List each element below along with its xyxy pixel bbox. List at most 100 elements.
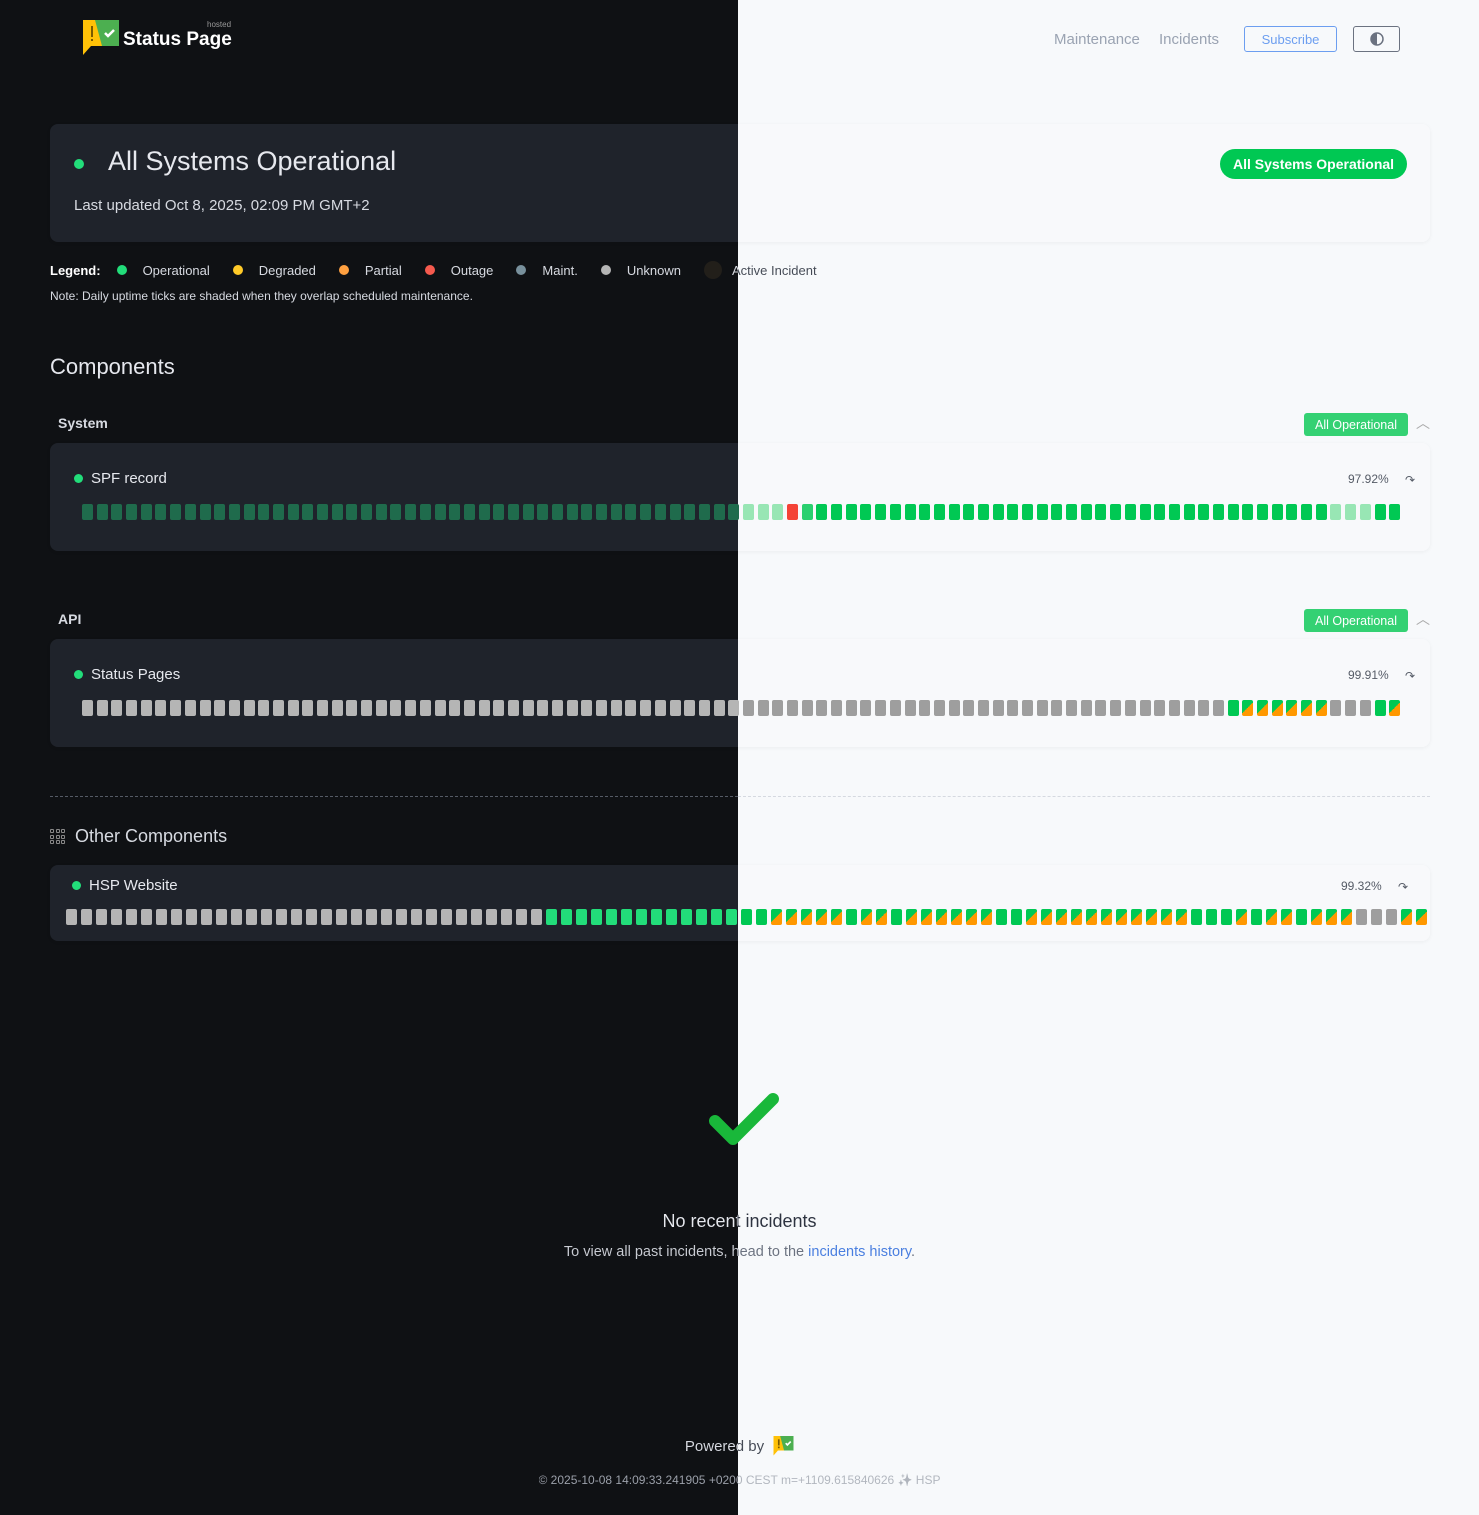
uptime-tick[interactable] [640,700,652,716]
uptime-tick[interactable] [684,504,696,520]
uptime-tick[interactable] [996,909,1007,925]
uptime-tick[interactable] [346,504,358,520]
uptime-tick[interactable] [1036,504,1048,520]
uptime-tick[interactable] [111,700,123,716]
uptime-tick[interactable] [1311,909,1322,925]
uptime-tick[interactable] [610,504,622,520]
uptime-tick[interactable] [936,909,947,925]
uptime-tick[interactable] [471,909,482,925]
uptime-tick[interactable] [243,504,255,520]
uptime-tick[interactable] [1056,909,1067,925]
uptime-tick[interactable] [246,909,257,925]
uptime-tick[interactable] [651,909,662,925]
uptime-tick[interactable] [772,504,784,520]
uptime-tick[interactable] [199,700,211,716]
uptime-tick[interactable] [96,504,108,520]
uptime-tick[interactable] [1007,504,1019,520]
uptime-tick[interactable] [463,700,475,716]
uptime-tick[interactable] [1168,504,1180,520]
footer-logo-icon[interactable] [773,1436,794,1456]
uptime-tick[interactable] [919,504,931,520]
uptime-tick[interactable] [96,700,108,716]
expand-history-icon[interactable]: ↷ [1405,669,1416,683]
uptime-tick[interactable] [1066,700,1078,716]
uptime-tick[interactable] [302,504,314,520]
uptime-tick[interactable] [963,700,975,716]
uptime-tick[interactable] [1242,700,1254,716]
uptime-tick[interactable] [1315,700,1327,716]
uptime-tick[interactable] [155,504,167,520]
uptime-tick[interactable] [1341,909,1352,925]
uptime-tick[interactable] [317,504,328,520]
uptime-tick[interactable] [816,909,827,925]
uptime-tick[interactable] [636,909,647,925]
uptime-tick[interactable] [1271,504,1283,520]
uptime-tick[interactable] [478,504,490,520]
uptime-tick[interactable] [1051,700,1063,716]
uptime-tick[interactable] [933,700,945,716]
uptime-tick[interactable] [1281,909,1292,925]
uptime-tick[interactable] [258,504,270,520]
uptime-tick[interactable] [787,504,798,520]
uptime-tick[interactable] [184,700,196,716]
uptime-tick[interactable] [640,504,652,520]
uptime-tick[interactable] [1183,700,1195,716]
uptime-tick[interactable] [537,700,549,716]
uptime-tick[interactable] [1345,700,1357,716]
uptime-tick[interactable] [1286,504,1298,520]
uptime-tick[interactable] [1110,504,1122,520]
uptime-tick[interactable] [375,504,387,520]
uptime-tick[interactable] [561,909,572,925]
uptime-tick[interactable] [156,909,167,925]
uptime-tick[interactable] [1071,909,1082,925]
uptime-tick[interactable] [801,909,812,925]
uptime-tick[interactable] [214,700,226,716]
uptime-tick[interactable] [713,504,725,520]
uptime-tick[interactable] [742,700,754,716]
uptime-tick[interactable] [1389,504,1401,520]
uptime-tick[interactable] [96,909,107,925]
uptime-tick[interactable] [405,504,417,520]
uptime-tick[interactable] [537,504,549,520]
uptime-tick[interactable] [336,909,347,925]
uptime-tick[interactable] [272,700,284,716]
uptime-tick[interactable] [81,909,92,925]
uptime-tick[interactable] [666,909,677,925]
uptime-tick[interactable] [276,909,287,925]
uptime-tick[interactable] [933,504,945,520]
uptime-tick[interactable] [287,700,299,716]
uptime-tick[interactable] [846,909,857,925]
uptime-tick[interactable] [876,909,887,925]
uptime-tick[interactable] [522,700,534,716]
uptime-tick[interactable] [317,700,328,716]
uptime-tick[interactable] [625,700,637,716]
uptime-tick[interactable] [381,909,392,925]
uptime-tick[interactable] [170,504,182,520]
uptime-tick[interactable] [772,700,784,716]
uptime-tick[interactable] [111,504,123,520]
uptime-tick[interactable] [1041,909,1052,925]
uptime-tick[interactable] [546,909,557,925]
uptime-tick[interactable] [1227,700,1239,716]
uptime-tick[interactable] [654,504,666,520]
uptime-tick[interactable] [1101,909,1112,925]
uptime-tick[interactable] [966,909,977,925]
uptime-tick[interactable] [977,504,989,520]
uptime-tick[interactable] [375,700,387,716]
uptime-tick[interactable] [552,700,563,716]
uptime-tick[interactable] [66,909,77,925]
uptime-tick[interactable] [493,504,505,520]
uptime-tick[interactable] [831,504,843,520]
uptime-tick[interactable] [1124,700,1136,716]
uptime-tick[interactable] [531,909,542,925]
uptime-tick[interactable] [302,700,314,716]
uptime-tick[interactable] [698,700,710,716]
uptime-tick[interactable] [155,700,167,716]
uptime-tick[interactable] [201,909,212,925]
uptime-tick[interactable] [621,909,632,925]
uptime-tick[interactable] [977,700,989,716]
uptime-tick[interactable] [625,504,637,520]
uptime-tick[interactable] [698,504,710,520]
uptime-tick[interactable] [756,909,767,925]
uptime-tick[interactable] [516,909,527,925]
